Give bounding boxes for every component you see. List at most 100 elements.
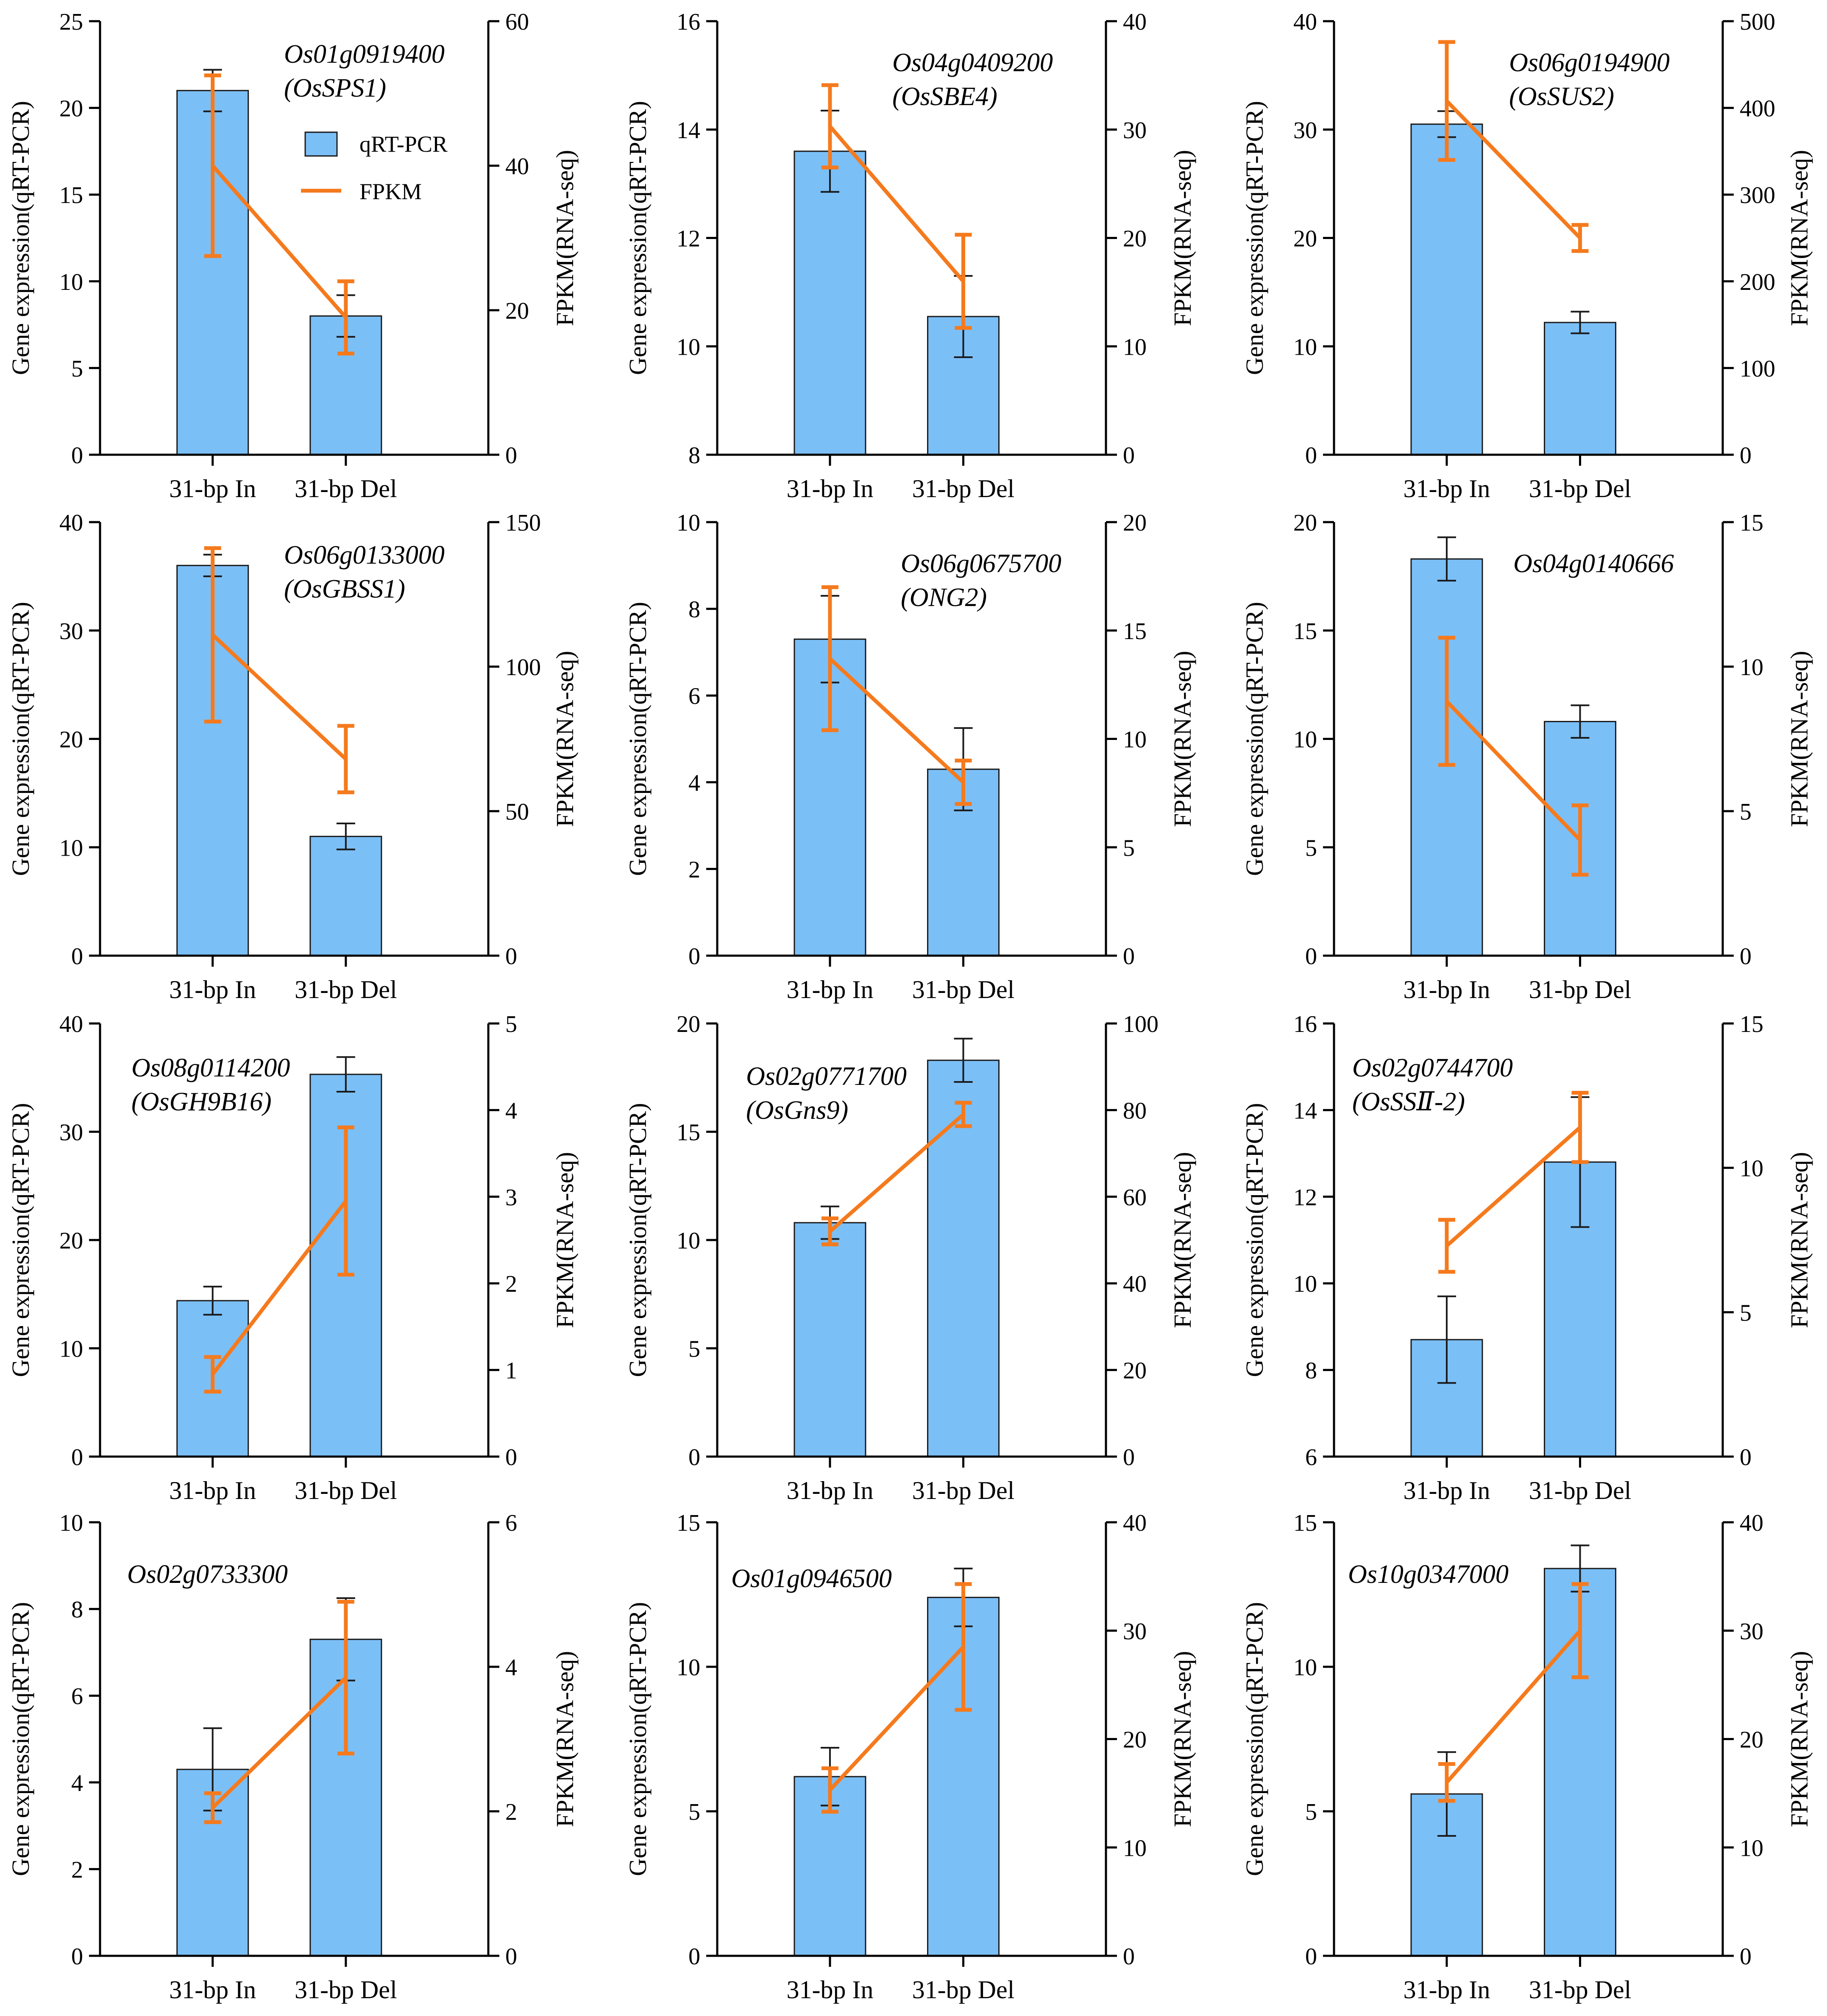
chart-panel-2: 8 10 12 14 16 0 10 20 30 40 31-bp In 31-bp Del Gene … — [624, 9, 1196, 503]
fpkm-line — [828, 657, 965, 784]
y-tick-label-right: 0 — [505, 1944, 517, 1970]
y-tick-label-right: 2 — [505, 1799, 517, 1825]
chart-subtitle: (OsSSⅡ-2) — [1352, 1087, 1465, 1116]
y-tick-label-left: 5 — [1305, 835, 1317, 861]
y-axis-title-left: Gene expression(qRT-PCR) — [1241, 1103, 1268, 1377]
error-bar-fpkm — [1571, 803, 1589, 877]
error-bar-fpkm — [204, 73, 221, 258]
error-bar-fpkm — [955, 233, 972, 330]
y-tick-label-right: 80 — [1123, 1098, 1147, 1124]
bar-qrt-pcr-in — [794, 150, 866, 456]
y-tick-label-left: 20 — [677, 1011, 700, 1037]
x-tick-label: 31-bp Del — [1529, 475, 1632, 503]
error-bar-fpkm — [821, 83, 838, 170]
y-axis-title-left: Gene expression(qRT-PCR) — [7, 1103, 34, 1377]
chart-panel-5: 0 2 4 6 8 10 0 5 10 15 20 31-bp In 31-bp Del Gene exp… — [624, 510, 1196, 1004]
y-tick-label-left: 10 — [677, 510, 700, 536]
error-bar-qrt-pcr — [203, 1285, 222, 1316]
y-tick-label-left: 15 — [1293, 618, 1317, 645]
y-tick-label-left: 4 — [71, 1770, 83, 1796]
y-tick-label-right: 10 — [1740, 654, 1763, 681]
x-tick-label: 31-bp Del — [912, 1976, 1015, 2004]
y-tick-label-left: 15 — [677, 1510, 700, 1536]
fpkm-line — [211, 633, 347, 761]
chart-title: Os02g0733300 — [127, 1560, 288, 1589]
y-tick-label-left: 25 — [59, 9, 83, 35]
y-tick-label-right: 50 — [505, 799, 529, 825]
y-tick-label-right: 10 — [1123, 334, 1147, 360]
error-bar-fpkm — [1571, 223, 1589, 253]
y-tick-label-right: 10 — [1123, 1835, 1147, 1861]
legend: qRT-PCR FPKM — [301, 131, 448, 204]
y-tick-label-left: 8 — [71, 1597, 83, 1623]
y-tick-label-left: 20 — [59, 1228, 83, 1254]
error-bar-fpkm — [955, 1582, 972, 1712]
y-tick-label-left: 16 — [1293, 1011, 1317, 1037]
y-tick-label-right: 0 — [1123, 1944, 1135, 1970]
chart-panel-9: 6 8 10 12 14 16 0 5 10 15 31-bp In 31-bp Del Gene ex… — [1241, 1011, 1813, 1504]
chart-subtitle: (ONG2) — [901, 583, 987, 612]
y-tick-label-right: 5 — [1123, 835, 1135, 861]
error-bar-fpkm — [204, 1355, 221, 1394]
error-bar-fpkm — [821, 585, 838, 732]
legend-label-fpkm: FPKM — [359, 179, 422, 204]
fpkm-line — [211, 1676, 347, 1809]
x-tick-label: 31-bp Del — [912, 976, 1015, 1004]
y-axis-title-right: FPKM(RNA-seq) — [1169, 1651, 1196, 1827]
chart-subtitle: (OsSBE4) — [892, 82, 997, 111]
y-tick-label-left: 8 — [688, 442, 700, 469]
y-tick-label-right: 30 — [1123, 117, 1147, 144]
y-tick-label-left: 6 — [1305, 1444, 1317, 1471]
x-tick-label: 31-bp In — [169, 1976, 256, 2004]
y-axis-title-left: Gene expression(qRT-PCR) — [7, 602, 34, 876]
fpkm-line — [1445, 1629, 1582, 1784]
y-tick-label-left: 0 — [688, 1944, 700, 1970]
y-tick-label-right: 100 — [505, 654, 541, 681]
y-tick-label-right: 40 — [505, 153, 529, 180]
y-tick-label-right: 20 — [1123, 1727, 1147, 1753]
chart-panel-6: 0 5 10 15 20 0 5 10 15 31-bp In 31-bp Del Gene expr… — [1241, 510, 1813, 1004]
fpkm-line — [828, 1113, 965, 1233]
y-tick-label-right: 10 — [1123, 727, 1147, 753]
error-bar-fpkm — [1571, 1582, 1589, 1680]
y-axis-title-left: Gene expression(qRT-PCR) — [624, 1602, 652, 1876]
y-tick-label-right: 5 — [505, 1011, 517, 1037]
y-tick-label-left: 0 — [1305, 943, 1317, 970]
y-tick-label-right: 4 — [505, 1098, 517, 1124]
y-tick-label-right: 150 — [505, 510, 541, 536]
y-tick-label-right: 6 — [505, 1510, 517, 1536]
y-tick-label-left: 20 — [1293, 510, 1317, 536]
y-tick-label-left: 0 — [1305, 442, 1317, 469]
y-tick-label-left: 12 — [677, 226, 700, 252]
y-tick-label-left: 15 — [59, 182, 83, 209]
fpkm-line — [828, 1646, 965, 1791]
y-tick-label-left: 20 — [59, 96, 83, 122]
x-tick-label: 31-bp Del — [1529, 1976, 1632, 2004]
y-tick-label-right: 40 — [1123, 1271, 1147, 1297]
y-tick-label-right: 30 — [1123, 1618, 1147, 1645]
x-tick-label: 31-bp Del — [295, 976, 397, 1004]
error-bar-qrt-pcr — [1437, 536, 1456, 582]
error-bar-fpkm — [337, 724, 354, 795]
error-bar-fpkm — [1571, 1091, 1589, 1164]
chart-title: Os04g0140666 — [1513, 549, 1674, 578]
x-tick-label: 31-bp In — [786, 1976, 873, 2004]
y-tick-label-left: 10 — [677, 1228, 700, 1254]
y-tick-label-right: 40 — [1123, 1510, 1147, 1536]
error-bar-fpkm — [1438, 1218, 1455, 1274]
y-axis-title-left: Gene expression(qRT-PCR) — [624, 1103, 652, 1377]
y-tick-label-right: 0 — [1123, 1444, 1135, 1471]
y-tick-label-left: 0 — [1305, 1944, 1317, 1970]
y-tick-label-left: 2 — [688, 856, 700, 883]
y-tick-label-right: 0 — [505, 442, 517, 469]
y-tick-label-left: 5 — [71, 356, 83, 382]
y-tick-label-right: 15 — [1123, 618, 1147, 645]
y-tick-label-left: 10 — [677, 334, 700, 360]
error-bar-fpkm — [337, 1125, 354, 1277]
chart-subtitle: (OsGBSS1) — [284, 575, 405, 603]
y-tick-label-left: 2 — [71, 1857, 83, 1883]
error-bar-qrt-pcr — [336, 822, 355, 851]
chart-title: Os10g0347000 — [1348, 1560, 1509, 1589]
y-tick-label-left: 10 — [59, 1510, 83, 1536]
